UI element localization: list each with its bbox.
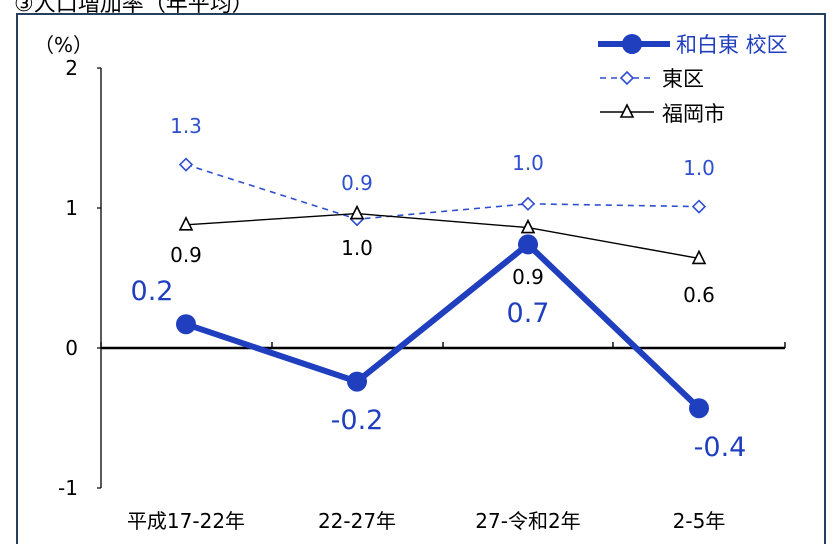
data-label-higashi-ku: 1.3 <box>170 114 202 138</box>
y-tick-label: -1 <box>58 476 78 500</box>
legend-marker-fukuoka <box>619 103 635 118</box>
data-label-wajirohigashi: 0.2 <box>131 276 174 307</box>
x-category-label: 22-27年 <box>318 509 396 533</box>
x-category-label: 27-令和2年 <box>475 509 580 533</box>
legend-label-fukuoka: 福岡市 <box>662 102 725 126</box>
data-label-higashi-ku: 1.0 <box>512 151 544 175</box>
triangle-marker <box>178 216 194 231</box>
x-category-label: 平成17-22年 <box>127 509 245 533</box>
triangle-marker <box>691 249 707 265</box>
circle-marker <box>176 314 196 335</box>
chart-frame <box>16 13 826 544</box>
y-tick-label: 2 <box>65 56 78 80</box>
data-label-higashi-ku: 0.9 <box>341 171 373 195</box>
y-tick-label: 1 <box>65 196 78 220</box>
diamond-marker <box>520 196 536 211</box>
data-label-wajirohigashi: -0.2 <box>331 405 384 436</box>
legend-label-wajirohigashi: 和白東 校区 <box>676 33 788 57</box>
series-line-fukuoka <box>185 212 700 260</box>
diamond-marker <box>178 157 194 172</box>
x-category-label: 2-5年 <box>673 509 726 533</box>
y-tick-label: 0 <box>65 336 78 360</box>
triangle-marker <box>349 204 365 220</box>
y-unit-label: （%） <box>34 33 93 57</box>
circle-marker <box>518 234 538 255</box>
circle-marker <box>347 371 367 392</box>
data-label-fukuoka: 1.0 <box>341 236 373 260</box>
series-line-wajirohigashi <box>185 241 702 411</box>
series-line-higashi-ku <box>185 163 700 221</box>
chart-title: ③人口増加率（年平均） <box>14 0 254 17</box>
data-label-fukuoka: 0.9 <box>170 243 202 267</box>
circle-marker <box>689 398 709 419</box>
data-label-higashi-ku: 1.0 <box>683 156 715 180</box>
legend-marker-higashi-ku <box>619 70 635 86</box>
legend-label-higashi-ku: 東区 <box>662 67 704 91</box>
data-label-wajirohigashi: 0.7 <box>507 298 550 329</box>
legend-marker-wajirohigashi <box>622 34 642 54</box>
data-label-fukuoka: 0.6 <box>683 283 715 307</box>
triangle-marker <box>520 218 536 234</box>
diamond-marker <box>691 199 707 214</box>
data-label-wajirohigashi: -0.4 <box>694 432 747 463</box>
data-label-fukuoka: 0.9 <box>512 265 544 289</box>
